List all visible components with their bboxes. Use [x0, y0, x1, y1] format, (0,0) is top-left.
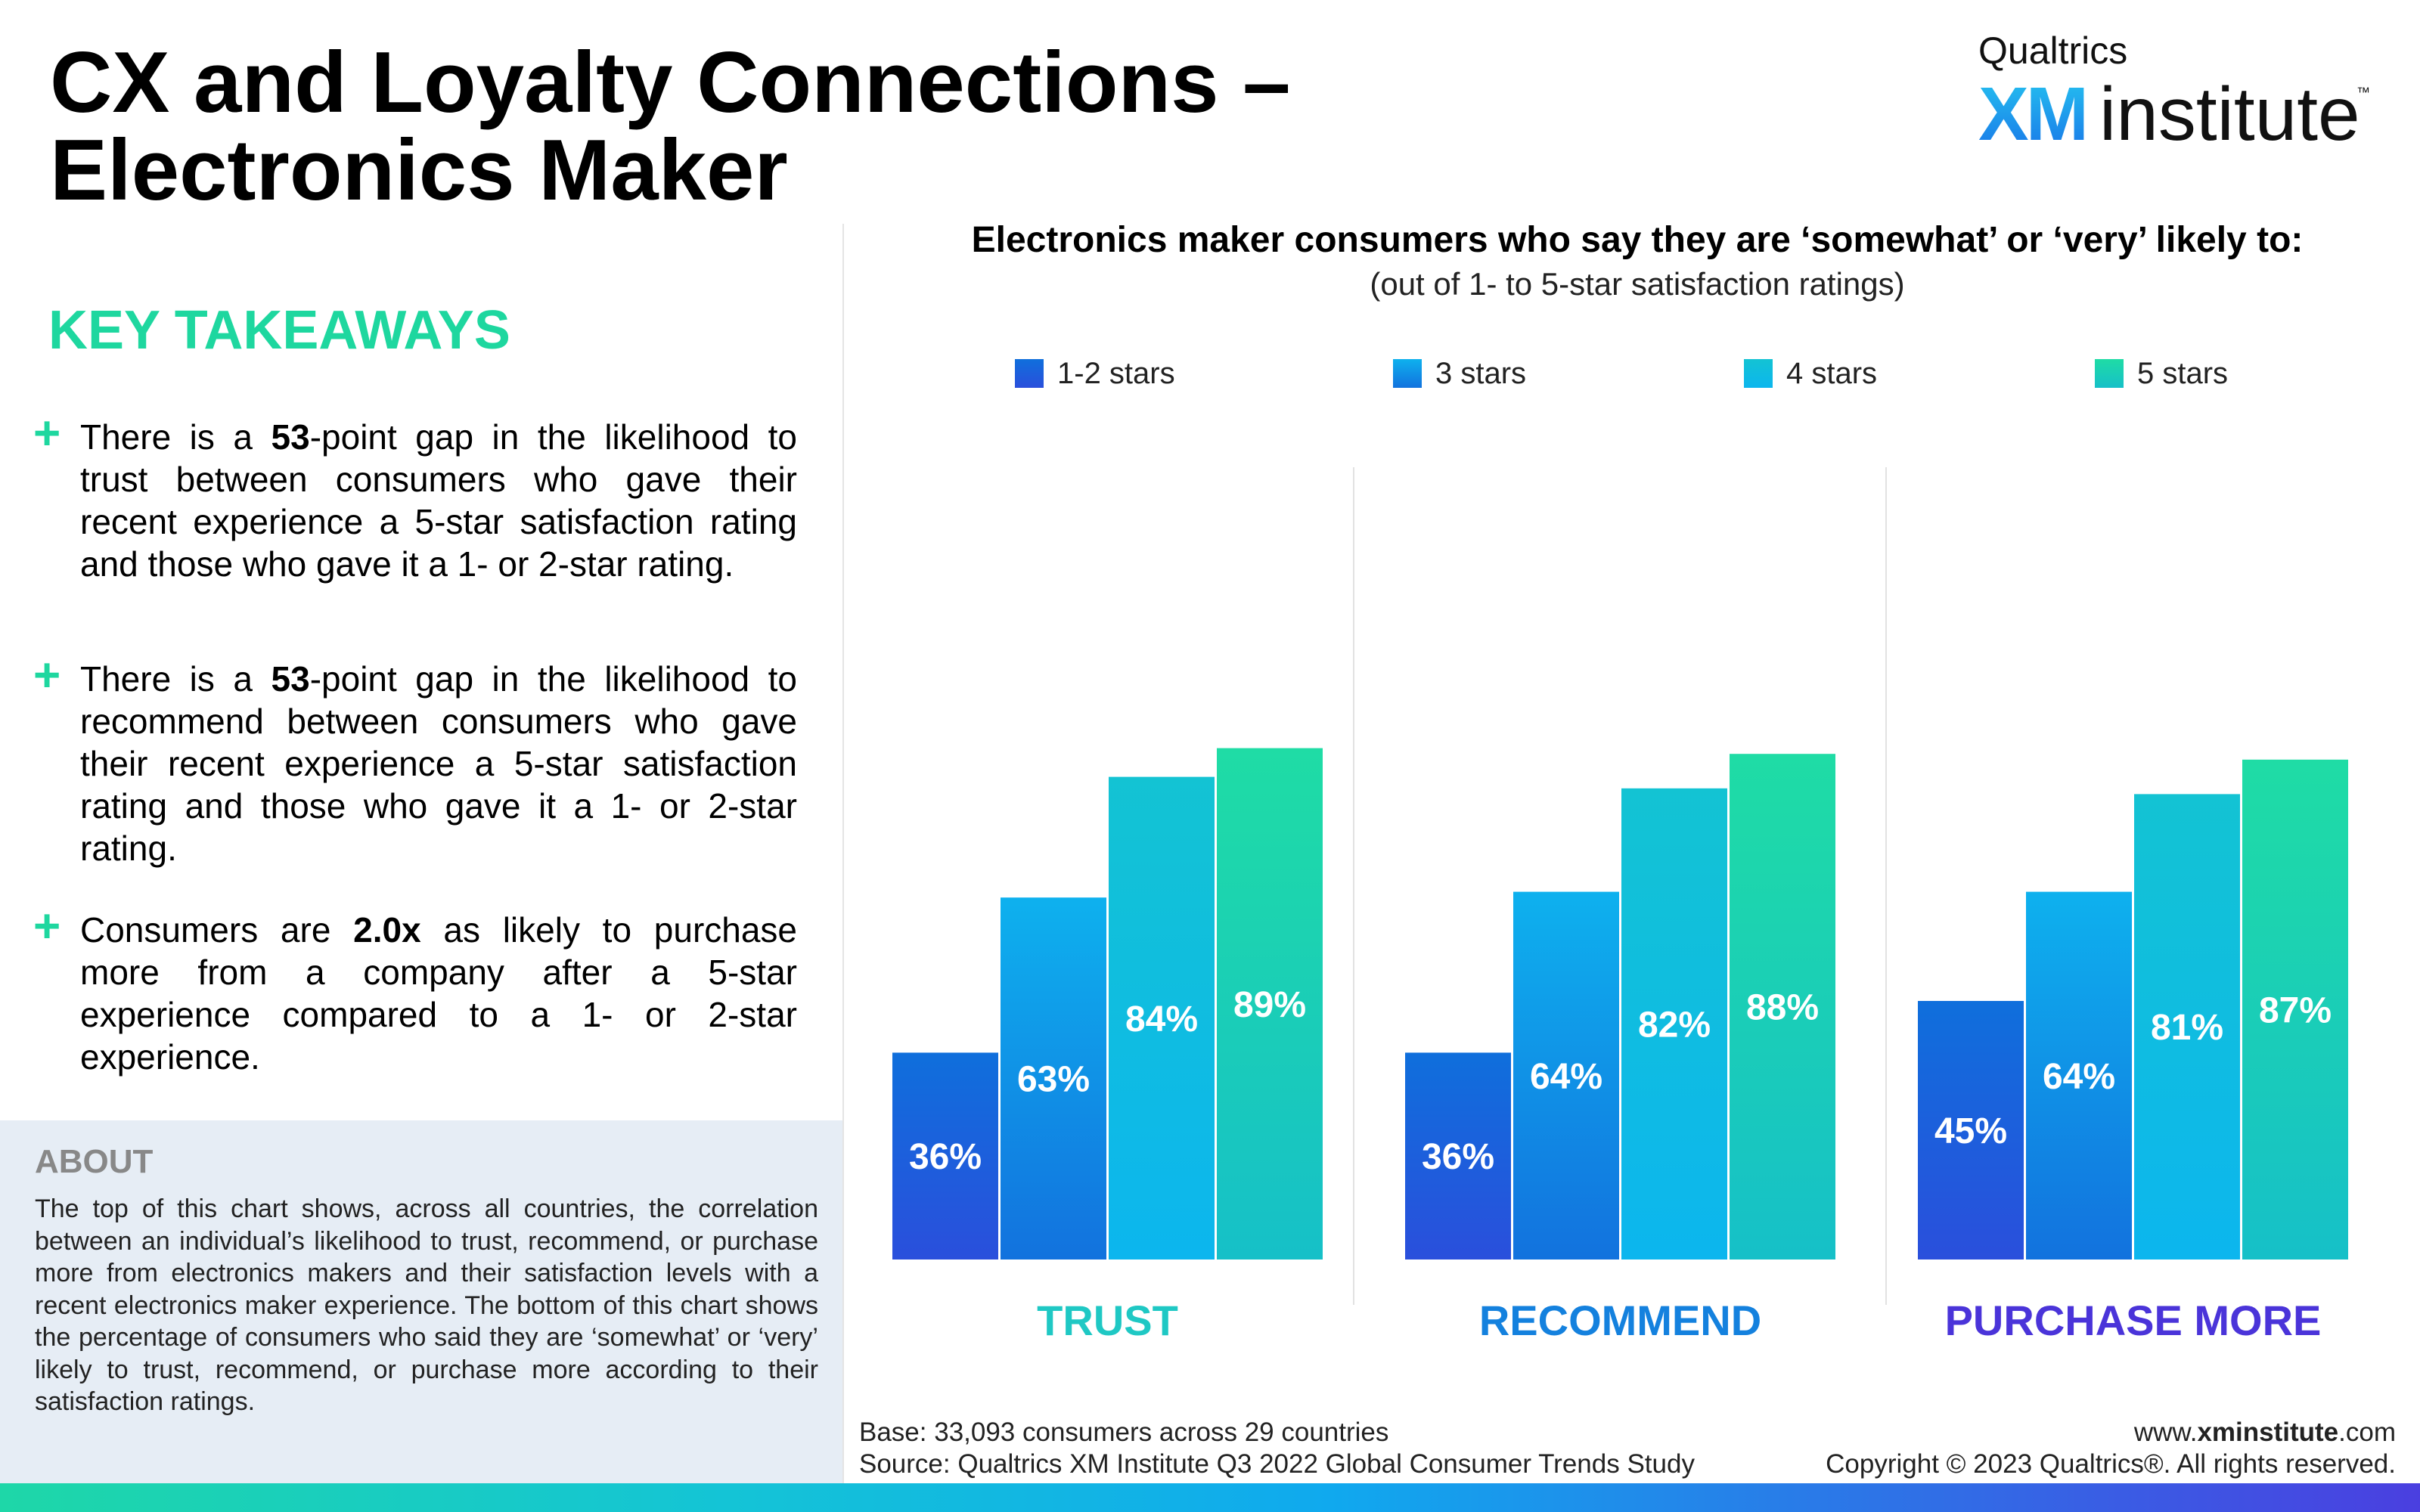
category-label-recommend: RECOMMEND — [1479, 1297, 1761, 1344]
logo-institute: institute — [2099, 72, 2360, 156]
category-label-purchase-more: PURCHASE MORE — [1945, 1297, 2322, 1344]
takeaway-text: There is a 53-point gap in the likelihoo… — [80, 659, 798, 868]
legend-swatch — [2095, 359, 2124, 388]
bar-purchase-more-3-stars — [2026, 891, 2132, 1259]
bar-value-label: 36% — [909, 1137, 982, 1177]
about-panel: ABOUT The top of this chart shows, acros… — [0, 1120, 842, 1483]
takeaway-item-2: + There is a 53-point gap in the likelih… — [33, 649, 798, 869]
bar-value-label: 36% — [1422, 1137, 1494, 1177]
chart-title: Electronics maker consumers who say they… — [971, 220, 2304, 260]
bar-recommend-3-stars — [1513, 891, 1619, 1259]
legend-swatch — [1015, 359, 1044, 388]
bar-trust-3-stars — [1001, 897, 1106, 1259]
bar-value-label: 89% — [1233, 985, 1306, 1025]
key-takeaways-heading: KEY TAKEAWAYS — [48, 300, 510, 361]
bar-recommend-4-stars — [1621, 788, 1727, 1259]
bar-purchase-more-5-stars — [2242, 759, 2348, 1259]
logo-trademark: ™ — [2356, 85, 2370, 100]
plus-icon: + — [33, 407, 61, 460]
legend-label: 1-2 stars — [1057, 356, 1175, 390]
page-title-line2: Electronics Maker — [50, 122, 788, 218]
bar-value-label: 63% — [1017, 1060, 1090, 1100]
footer-source: Base: 33,093 consumers across 29 countri… — [859, 1417, 1695, 1480]
bar-trust-4-stars — [1109, 776, 1215, 1259]
bar-value-label: 64% — [1530, 1057, 1602, 1097]
footer-source-line: Source: Qualtrics XM Institute Q3 2022 G… — [859, 1449, 1695, 1479]
bar-purchase-more-1-2-stars — [1918, 1001, 2024, 1259]
legend-label: 3 stars — [1435, 356, 1527, 390]
xm-institute-logo: Qualtrics XM institute ™ — [1978, 29, 2387, 156]
footer-base: Base: 33,093 consumers across 29 countri… — [859, 1418, 1389, 1447]
bottom-gradient-stripe — [0, 1483, 2420, 1512]
about-text: The top of this chart shows, across all … — [35, 1194, 818, 1416]
about-title: ABOUT — [35, 1143, 154, 1180]
legend-swatch — [1393, 359, 1422, 388]
legend-label: 5 stars — [2137, 356, 2229, 390]
page-title-line1: CX and Loyalty Connections – — [50, 35, 1291, 131]
plus-icon: + — [33, 649, 61, 702]
footer-url: www.xminstitute.com — [2133, 1418, 2396, 1447]
bar-trust-1-2-stars — [892, 1052, 998, 1259]
takeaway-text: Consumers are 2.0x as likely to purchase… — [80, 910, 798, 1077]
takeaway-item-3: + Consumers are 2.0x as likely to purcha… — [33, 900, 798, 1078]
panel-divider — [842, 224, 844, 1483]
logo-brand: Qualtrics — [1978, 29, 2128, 72]
bar-recommend-1-2-stars — [1405, 1052, 1511, 1259]
footer-copyright-line: Copyright © 2023 Qualtrics®. All rights … — [1826, 1449, 2396, 1479]
plus-icon: + — [33, 900, 61, 953]
bar-value-label: 87% — [2259, 990, 2332, 1030]
legend-item-3-stars: 3 stars — [1393, 357, 1526, 390]
bar-value-label: 82% — [1638, 1005, 1711, 1045]
takeaway-item-1: + There is a 53-point gap in the likelih… — [33, 407, 798, 585]
bar-recommend-5-stars — [1730, 754, 1835, 1259]
bar-value-label: 81% — [2151, 1008, 2223, 1048]
page-title: CX and Loyalty Connections – Electronics… — [50, 39, 1336, 215]
takeaway-text: There is a 53-point gap in the likelihoo… — [80, 417, 798, 584]
legend-label: 4 stars — [1786, 356, 1878, 390]
bar-value-label: 84% — [1125, 999, 1198, 1040]
legend-swatch — [1744, 359, 1773, 388]
bar-value-label: 64% — [2043, 1057, 2115, 1097]
chart-subtitle: (out of 1- to 5-star satisfaction rating… — [1370, 266, 1905, 302]
bar-value-label: 45% — [1934, 1111, 2007, 1151]
logo-xm: XM — [1978, 72, 2089, 156]
bar-trust-5-stars — [1217, 748, 1323, 1259]
legend-item-1-2-stars: 1-2 stars — [1015, 357, 1175, 390]
bar-purchase-more-4-stars — [2134, 794, 2240, 1259]
legend-item-4-stars: 4 stars — [1744, 357, 1877, 390]
legend-item-5-stars: 5 stars — [2095, 357, 2228, 390]
bar-value-label: 88% — [1746, 988, 1819, 1028]
category-label-trust: TRUST — [1037, 1297, 1178, 1344]
footer-copyright: www.xminstitute.com Copyright © 2023 Qua… — [1826, 1417, 2396, 1480]
